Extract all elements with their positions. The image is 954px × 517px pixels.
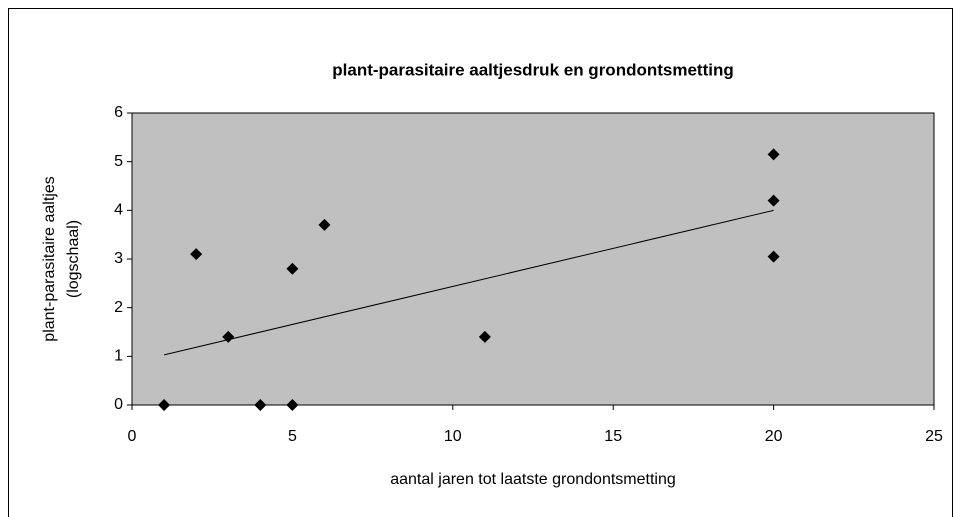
data-point — [318, 218, 331, 231]
y-axis-label: plant-parasitaire aaltjes — [41, 176, 58, 341]
x-tick-label: 5 — [288, 428, 297, 445]
data-point — [767, 194, 780, 207]
y-tick-label: 5 — [114, 153, 123, 170]
x-tick-label: 0 — [128, 428, 137, 445]
y-axis-label: (logschaal) — [65, 220, 82, 298]
data-point — [286, 262, 299, 275]
x-tick-label: 25 — [925, 428, 943, 445]
data-point — [286, 399, 299, 411]
y-tick-label: 3 — [114, 250, 123, 267]
data-point — [254, 399, 267, 411]
x-axis-label: aantal jaren tot laatste grondontsmettin… — [390, 471, 676, 488]
data-point — [767, 250, 780, 263]
y-tick-label: 4 — [114, 202, 123, 219]
data-point — [478, 330, 491, 343]
y-tick-label: 2 — [114, 299, 123, 316]
data-point — [767, 148, 780, 161]
data-point — [190, 248, 203, 261]
y-tick-label: 0 — [114, 396, 123, 413]
y-tick-label: 6 — [114, 104, 123, 121]
x-tick-label: 15 — [604, 428, 622, 445]
data-point — [158, 399, 171, 411]
plot-area — [131, 112, 935, 406]
y-tick-label: 1 — [114, 348, 123, 365]
trend-line — [163, 209, 774, 356]
chart-title: plant-parasitaire aaltjesdruk en grondon… — [332, 60, 733, 79]
x-tick-label: 20 — [765, 428, 783, 445]
x-tick-label: 10 — [444, 428, 462, 445]
data-point — [222, 330, 235, 343]
